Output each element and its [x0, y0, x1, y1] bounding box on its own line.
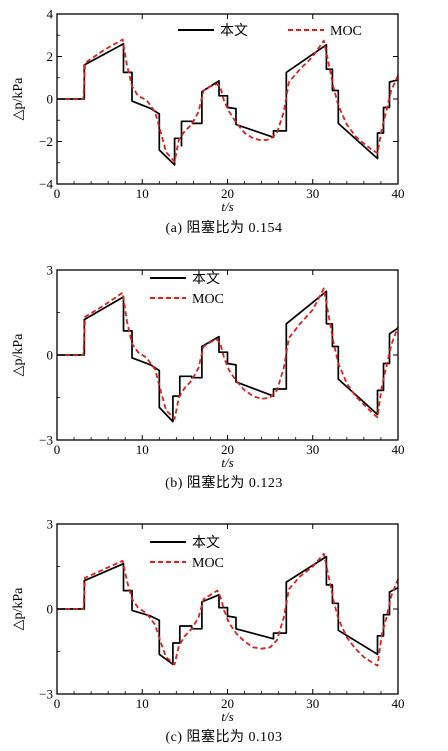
y-axis-label: △p/kPa: [11, 587, 26, 630]
legend-label-benwen: 本文: [192, 271, 220, 287]
x-axis-label: t/s: [221, 709, 233, 724]
caption-a: (a) 阻塞比为 0.154: [165, 221, 283, 236]
x-axis-label: t/s: [221, 455, 233, 470]
legend-label-moc: MOC: [192, 556, 224, 571]
caption-b: (b) 阻塞比为 0.123: [165, 476, 283, 491]
series-line-benwen: [57, 42, 399, 166]
y-tick-label: 3: [47, 517, 54, 532]
series-line-moc: [57, 38, 399, 163]
series-line-benwen: [57, 290, 399, 423]
x-tick-label: 40: [392, 186, 405, 201]
y-axis-label: △p/kPa: [11, 77, 26, 120]
chart-a: 0 10 20 30 40 −4 −2 0 2 4 t/s △p/kPa 本文 MOC: [11, 7, 405, 215]
chart-panel-a: 0 10 20 30 40 −4 −2 0 2 4 t/s △p/kPa 本文 MOC (a) 阻塞比为 …: [0, 0, 448, 250]
x-tick-label: 30: [306, 696, 319, 711]
y-tick-label: 2: [47, 49, 54, 64]
chart-panel-c: 0 10 20 30 40 −3 0 3 t/s △p/kPa 本文 MOC (c) 阻塞比为 0.1…: [0, 510, 448, 751]
y-axis-label: △p/kPa: [11, 333, 26, 376]
y-tick-label: 0: [47, 348, 54, 363]
y-tick-label: −2: [39, 134, 53, 149]
legend-label-moc: MOC: [192, 292, 224, 307]
y-tick-label: 4: [47, 7, 54, 22]
x-tick-label: 20: [221, 696, 234, 711]
caption-c: (c) 阻塞比为 0.103: [165, 730, 283, 745]
x-tick-label: 40: [392, 442, 405, 457]
series-line-moc: [57, 552, 399, 667]
x-tick-label: 30: [306, 186, 319, 201]
y-tick-label: −3: [39, 433, 53, 448]
x-tick-label: 20: [221, 186, 234, 201]
x-tick-label: 0: [54, 186, 61, 201]
x-tick-label: 0: [54, 442, 61, 457]
chart-panel-b: 0 10 20 30 40 −3 0 3 t/s △p/kPa 本文 MOC (b) 阻塞比为 0.1…: [0, 256, 448, 496]
x-tick-label: 10: [136, 442, 149, 457]
legend-label-moc: MOC: [330, 24, 362, 39]
x-tick-label: 20: [221, 442, 234, 457]
x-tick-label: 10: [136, 696, 149, 711]
legend-label-benwen: 本文: [192, 535, 220, 551]
x-tick-label: 10: [136, 186, 149, 201]
series-line-moc: [57, 287, 399, 420]
y-tick-label: 0: [47, 92, 54, 107]
x-tick-label: 0: [54, 696, 61, 711]
y-tick-label: −3: [39, 687, 53, 702]
x-axis-label: t/s: [221, 199, 233, 214]
y-tick-label: 0: [47, 602, 54, 617]
series-line-benwen: [57, 555, 399, 666]
x-tick-label: 40: [392, 696, 405, 711]
y-tick-label: −4: [39, 177, 53, 192]
y-tick-label: 3: [47, 263, 54, 278]
x-tick-label: 30: [306, 442, 319, 457]
legend-label-benwen: 本文: [220, 23, 248, 39]
